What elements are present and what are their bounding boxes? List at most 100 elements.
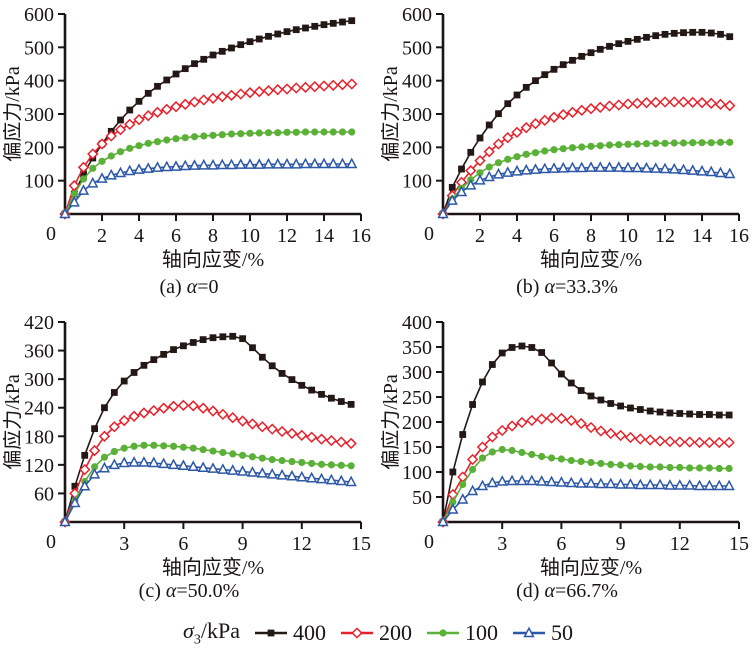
- square-marker: [707, 29, 715, 37]
- diamond-marker: [548, 111, 560, 123]
- diamond-marker: [664, 435, 676, 448]
- square-marker: [117, 116, 124, 124]
- x-axis-label: 轴向应变/%: [162, 248, 264, 271]
- diamond-marker: [713, 436, 725, 449]
- square-marker: [485, 121, 493, 129]
- triangle-marker: [335, 474, 347, 486]
- square-marker: [578, 52, 586, 60]
- square-marker: [476, 134, 484, 142]
- triangle-marker: [703, 479, 716, 491]
- circle-marker: [278, 456, 286, 465]
- circle-marker: [676, 463, 684, 472]
- triangle-marker: [296, 470, 308, 482]
- circle-marker: [120, 444, 128, 452]
- square-marker: [189, 339, 197, 346]
- y-tick-label: 100: [402, 171, 432, 193]
- x-tick-label: 8: [586, 225, 596, 247]
- square-marker: [170, 346, 177, 354]
- square-marker: [615, 40, 623, 48]
- square-marker: [255, 35, 263, 43]
- triangle-marker: [523, 626, 535, 638]
- diamond-marker: [566, 106, 579, 118]
- circle-marker: [237, 130, 245, 138]
- square-marker: [726, 33, 734, 41]
- circle-marker: [661, 139, 669, 147]
- triangle-marker: [631, 161, 643, 173]
- diamond-marker: [327, 79, 339, 91]
- circle-marker: [607, 460, 615, 469]
- x-tick-label: 14: [692, 225, 712, 247]
- square-marker: [646, 407, 654, 415]
- y-tick-label: 400: [402, 312, 432, 334]
- circle-marker: [189, 444, 197, 452]
- triangle-marker: [161, 160, 173, 172]
- square-marker: [689, 28, 697, 36]
- diamond-marker: [677, 96, 690, 108]
- circle-marker: [557, 455, 565, 463]
- chart-a-canvas: 100 200 300 400 500 600 2 4 6 8 10 12 14 16 0 轴向应变/% 偏应力…: [3, 4, 371, 271]
- legend-label-400: 400: [292, 620, 326, 645]
- square-marker: [627, 404, 634, 412]
- circle-marker: [567, 456, 575, 465]
- circle-marker: [538, 452, 546, 461]
- circle-marker: [79, 175, 88, 183]
- triangle-marker: [437, 207, 449, 219]
- circle-marker: [559, 145, 567, 153]
- triangle-marker: [133, 163, 145, 174]
- circle-marker: [513, 153, 521, 161]
- circle-marker: [469, 465, 477, 474]
- square-marker: [607, 400, 615, 407]
- square-marker: [180, 342, 187, 350]
- diamond-marker: [114, 124, 127, 136]
- circle-marker: [91, 463, 99, 471]
- circle-marker: [347, 462, 355, 470]
- diamond-marker: [585, 103, 597, 115]
- triangle-marker: [118, 456, 130, 468]
- diamond-marker: [539, 114, 551, 126]
- square-marker: [140, 361, 148, 369]
- triangle-marker: [138, 456, 150, 467]
- diamond-marker: [244, 87, 256, 99]
- series-400-c: [61, 332, 355, 526]
- square-marker: [617, 402, 624, 410]
- square-marker: [274, 30, 282, 38]
- circle-marker: [726, 138, 734, 146]
- square-marker: [528, 344, 536, 351]
- circle-marker: [219, 448, 227, 457]
- diamond-marker: [309, 81, 321, 93]
- x-tick-label: 15: [729, 533, 749, 555]
- circle-marker: [596, 142, 604, 150]
- y-tick-label: 50: [412, 487, 432, 509]
- square-marker: [548, 359, 555, 367]
- x-tick-label: 16: [351, 225, 371, 247]
- square-marker: [661, 30, 669, 38]
- triangle-marker: [575, 477, 587, 488]
- diamond-marker: [346, 78, 358, 90]
- caption-b-value: =33.3%: [554, 276, 618, 298]
- triangle-marker: [585, 161, 597, 172]
- triangle-marker: [585, 477, 597, 488]
- diamond-marker: [227, 412, 239, 424]
- square-marker: [666, 409, 674, 417]
- legend-label-200: 200: [378, 620, 412, 645]
- triangle-marker: [59, 515, 71, 527]
- diamond-marker: [253, 86, 265, 98]
- triangle-marker: [188, 159, 201, 170]
- square-marker: [686, 410, 694, 418]
- y-axis-label: 偏应力/kPa: [3, 374, 24, 470]
- square-marker: [249, 344, 256, 352]
- triangle-marker: [674, 479, 686, 490]
- legend-item-200: 200: [340, 620, 412, 646]
- triangle-marker: [87, 176, 99, 188]
- triangle-marker: [207, 462, 219, 473]
- diamond-marker: [216, 91, 228, 103]
- square-marker: [479, 378, 486, 386]
- square-marker: [209, 51, 217, 59]
- series-line: [64, 131, 352, 215]
- square-marker: [559, 61, 567, 69]
- square-marker: [550, 65, 558, 73]
- circle-marker: [459, 480, 467, 489]
- square-marker: [696, 411, 703, 418]
- triangle-marker: [465, 178, 477, 190]
- triangle-marker: [714, 166, 727, 178]
